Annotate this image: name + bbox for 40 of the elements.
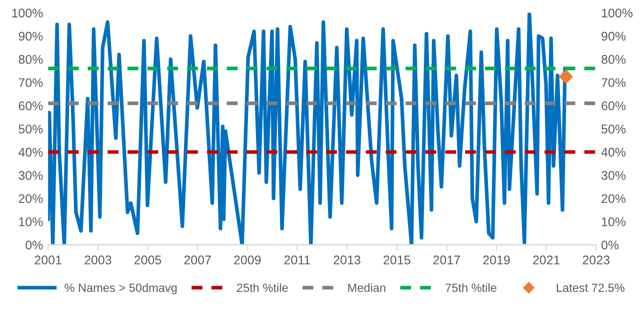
y-tick-label: 100% [12, 8, 43, 18]
legend-label: % Names > 50dmavg [64, 283, 177, 294]
x-tick-label: 2003 [84, 256, 112, 264]
legend-label: Latest 72.5% [556, 284, 624, 292]
x-tick-label: 2007 [184, 256, 211, 264]
x-tick-label: 2021 [533, 256, 560, 264]
y2-tick-label: 30% [601, 171, 626, 180]
y-tick-label: 30% [18, 171, 43, 180]
x-tick-label: 2015 [384, 256, 410, 264]
x-tick-label: 2019 [483, 256, 510, 264]
x-tick-label: 2013 [334, 256, 360, 264]
y-tick-label: 20% [18, 194, 43, 204]
y-tick-label: 90% [18, 32, 43, 41]
y2-tick-label: 0% [601, 240, 619, 250]
y2-tick-label: 40% [601, 148, 626, 157]
legend-label: 75th %tile [446, 283, 496, 292]
x-tick-label: 2023 [582, 256, 610, 264]
y-tick-label: 60% [18, 101, 43, 110]
y2-tick-label: 80% [602, 55, 626, 64]
y2-tick-label: 100% [602, 8, 633, 18]
y2-tick-label: 20% [602, 194, 626, 204]
legend-label: Median [348, 283, 386, 292]
y-tick-label: 0% [26, 240, 43, 250]
y-tick-label: 80% [18, 55, 43, 64]
x-tick-label: 2011 [284, 256, 310, 264]
x-tick-label: 2017 [433, 256, 460, 264]
x-tick-label: 2009 [234, 256, 261, 264]
y2-tick-label: 90% [602, 32, 626, 41]
line-series [48, 12, 567, 245]
y-tick-label: 10% [19, 217, 43, 226]
y-tick-label: 70% [18, 78, 43, 88]
y2-tick-label: 50% [601, 124, 626, 134]
y-tick-label: 50% [18, 124, 43, 134]
y2-tick-label: 70% [602, 78, 626, 88]
y2-tick-label: 60% [602, 101, 626, 110]
x-tick-label: 2005 [134, 256, 162, 264]
y2-tick-label: 10% [602, 217, 626, 226]
x-tick-label: 2001 [34, 256, 62, 264]
y-tick-label: 40% [18, 148, 43, 157]
legend-label: 25th %tile [237, 283, 288, 292]
